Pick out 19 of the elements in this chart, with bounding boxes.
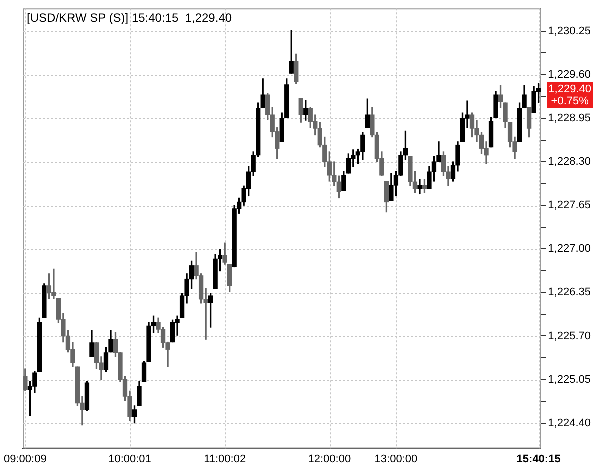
y-tick-label: 1,228.95: [548, 112, 592, 125]
x-tick-label: 13:00:00: [374, 453, 418, 466]
x-tick-label: 10:00:01: [108, 453, 152, 466]
y-tick-label: 1,225.05: [548, 374, 592, 386]
y-tick-label: 1,229.60: [548, 68, 592, 81]
text: 1,229.40 +0.75%: [548, 83, 592, 108]
y-tick-label: 1,227.00: [548, 243, 592, 256]
y-tick-label: 1,224.40: [548, 417, 592, 430]
y-tick-label: 1,226.35: [548, 286, 592, 299]
x-tick-label: 15:40:15: [516, 453, 561, 466]
x-tick-label: 12:00:00: [308, 453, 352, 466]
y-tick-label: 1,230.25: [548, 25, 592, 38]
candlestick: [418, 179, 422, 195]
y-tick-label: 1,225.70: [548, 330, 592, 342]
y-tick-label: 1,227.65: [548, 200, 592, 212]
y-tick-label: 1,228.30: [548, 156, 592, 168]
x-tick-label: 11:00:02: [204, 453, 246, 466]
x-tick-label: 09:00:09: [4, 453, 47, 466]
chart-title: [USD/KRW SP (S)] 15:40:15 1,229.40: [27, 10, 232, 25]
